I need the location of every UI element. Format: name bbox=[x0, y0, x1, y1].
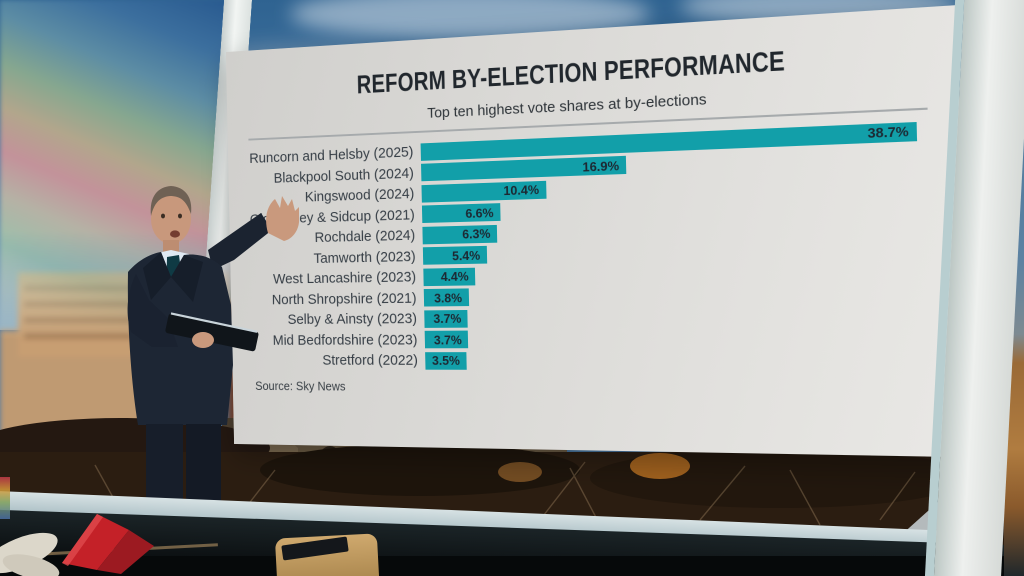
bar: 3.7% bbox=[424, 330, 469, 349]
bar: 6.3% bbox=[422, 224, 498, 245]
presenter-raised-arm bbox=[208, 213, 272, 270]
bar-value: 4.4% bbox=[440, 269, 469, 285]
bar-value: 6.6% bbox=[465, 205, 494, 221]
red-tablet-stand bbox=[62, 514, 154, 574]
bar-row: Mid Bedfordshire (2023) 3.7% bbox=[245, 326, 940, 350]
desk-front bbox=[0, 556, 1024, 576]
bar: 5.4% bbox=[422, 246, 487, 265]
bar-value: 16.9% bbox=[582, 157, 620, 175]
bar-track: 3.8% bbox=[423, 282, 939, 307]
source-note: Source: Sky News bbox=[255, 379, 346, 393]
bar: 3.5% bbox=[425, 351, 467, 370]
bar-value: 3.7% bbox=[433, 332, 462, 348]
bar-track: 3.7% bbox=[424, 328, 940, 349]
presenter-hair bbox=[150, 186, 192, 216]
bar-value: 3.7% bbox=[433, 311, 462, 327]
presenter-left-arm bbox=[127, 274, 178, 347]
tablet bbox=[165, 313, 259, 352]
presenter-head bbox=[151, 194, 191, 244]
bar: 4.4% bbox=[423, 267, 476, 286]
bar: 3.8% bbox=[423, 288, 469, 307]
presenter-mouth bbox=[170, 230, 180, 238]
orange-tree bbox=[630, 453, 690, 479]
bar: 10.4% bbox=[421, 180, 547, 203]
bar: 3.7% bbox=[424, 309, 469, 328]
bar-row: Stretford (2022) 3.5% bbox=[246, 349, 941, 372]
bar-value: 3.8% bbox=[434, 290, 463, 306]
bar-value: 38.7% bbox=[867, 123, 909, 142]
bar-value: 3.5% bbox=[431, 353, 461, 369]
bar-value: 6.3% bbox=[462, 226, 491, 242]
bar-value: 10.4% bbox=[503, 182, 540, 199]
bar-track: 3.7% bbox=[424, 305, 939, 328]
bar-value: 5.4% bbox=[451, 247, 481, 263]
bar: 6.6% bbox=[421, 203, 501, 224]
rainbow-glint bbox=[0, 477, 10, 519]
bar-track: 3.5% bbox=[425, 351, 941, 370]
bar-rows: Runcorn and Helsby (2025) 38.7% Blackpoo… bbox=[242, 119, 941, 372]
presenter bbox=[127, 186, 300, 542]
presenter-hand bbox=[266, 196, 300, 241]
presenter-left-hand bbox=[192, 332, 214, 348]
chart-board: REFORM BY-ELECTION PERFORMANCE Top ten h… bbox=[225, 5, 968, 458]
